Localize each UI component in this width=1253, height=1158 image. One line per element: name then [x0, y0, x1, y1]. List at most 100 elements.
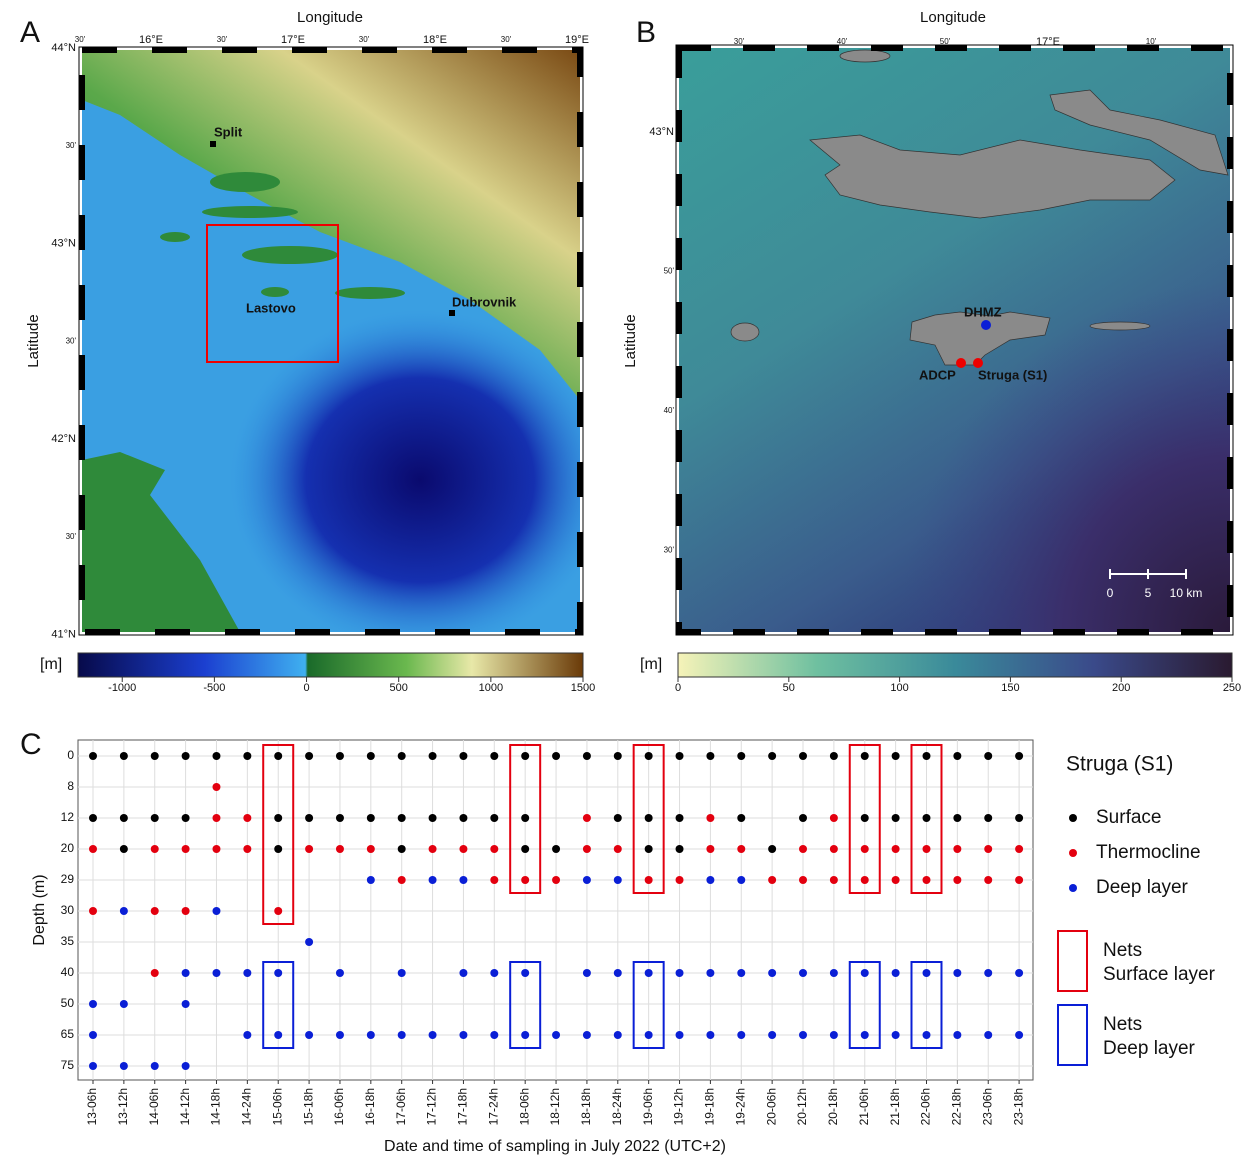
- dot: [768, 876, 777, 884]
- map-tick-label: 19°E: [565, 34, 589, 46]
- dot: [459, 1031, 468, 1039]
- x-tick-label: 18-06h: [517, 1088, 531, 1125]
- dot: [119, 1000, 128, 1008]
- net-box: [910, 744, 943, 894]
- x-tick-label: 16-06h: [332, 1088, 346, 1125]
- x-tick-label: 17-18h: [456, 1088, 470, 1125]
- place-label: DHMZ: [964, 304, 1002, 319]
- map-tick-label: 17°E: [1036, 36, 1060, 48]
- dot: [212, 907, 221, 915]
- dot: [335, 845, 344, 853]
- map-tick-label: 30': [664, 546, 675, 555]
- dot: [613, 752, 622, 760]
- dot: [181, 1000, 190, 1008]
- dot: [799, 1031, 808, 1039]
- dot: [675, 814, 684, 822]
- dot: [335, 752, 344, 760]
- dot: [521, 969, 530, 977]
- dot: [181, 845, 190, 853]
- dot: [860, 752, 869, 760]
- legend-label: Surface layer: [1103, 964, 1216, 985]
- dot: [706, 814, 715, 822]
- axis-label: Latitude: [622, 314, 639, 367]
- dot: [706, 1031, 715, 1039]
- dot: [768, 969, 777, 977]
- colorbar-tick-label: -1000: [108, 682, 136, 694]
- dot: [644, 1031, 653, 1039]
- map-tick-label: 30': [66, 337, 77, 346]
- panel-label: C: [20, 728, 42, 761]
- dot: [366, 752, 375, 760]
- dot: [984, 752, 993, 760]
- dot: [737, 876, 746, 884]
- dot: [922, 814, 931, 822]
- y-tick-label: 0: [67, 748, 74, 762]
- dot: [150, 907, 159, 915]
- dot: [984, 814, 993, 822]
- y-tick-label: 35: [61, 934, 75, 948]
- dot: [490, 814, 499, 822]
- x-tick-label: 15-06h: [270, 1088, 284, 1125]
- place-label: Struga (S1): [978, 367, 1047, 382]
- dot: [119, 814, 128, 822]
- x-tick-label: 17-06h: [394, 1088, 408, 1125]
- dot: [644, 969, 653, 977]
- map-tick-label: 30': [501, 35, 512, 44]
- x-tick-label: 23-06h: [980, 1088, 994, 1125]
- dot: [675, 876, 684, 884]
- dot: [737, 752, 746, 760]
- dot: [1015, 752, 1024, 760]
- x-tick-label: 14-12h: [178, 1088, 192, 1125]
- dot: [582, 1031, 591, 1039]
- y-tick-label: 20: [61, 841, 75, 855]
- dot: [552, 752, 561, 760]
- dot: [397, 845, 406, 853]
- dot: [768, 1031, 777, 1039]
- dot: [613, 1031, 622, 1039]
- colorbar-tick-label: 150: [1001, 682, 1019, 694]
- dot: [891, 814, 900, 822]
- map-frame: [676, 45, 1233, 635]
- x-tick-label: 15-18h: [301, 1088, 315, 1125]
- dot: [613, 845, 622, 853]
- dot: [366, 814, 375, 822]
- colorbar-tick-label: -500: [203, 682, 225, 694]
- dot: [521, 1031, 530, 1039]
- dot: [644, 876, 653, 884]
- net-box: [632, 961, 665, 1049]
- net-box: [262, 961, 295, 1049]
- dot: [582, 969, 591, 977]
- dot: [428, 814, 437, 822]
- dot: [212, 969, 221, 977]
- colorbar-unit: [m]: [40, 656, 62, 673]
- dot: [181, 814, 190, 822]
- dot: [953, 969, 962, 977]
- dot: [459, 845, 468, 853]
- map-tick-label: 43°N: [51, 238, 76, 250]
- dot: [428, 1031, 437, 1039]
- x-tick-label: 14-24h: [240, 1088, 254, 1125]
- dot: [706, 752, 715, 760]
- dot: [335, 1031, 344, 1039]
- colorbar-unit: [m]: [640, 656, 662, 673]
- place-label: Split: [214, 124, 243, 139]
- dot: [706, 969, 715, 977]
- dot: [953, 876, 962, 884]
- y-tick-label: 8: [67, 779, 74, 793]
- dot: [89, 1062, 97, 1070]
- dot: [922, 752, 931, 760]
- dot: [89, 752, 97, 760]
- dot: [181, 969, 190, 977]
- legend-label: Deep layer: [1103, 1038, 1196, 1059]
- axis-label: Longitude: [920, 9, 986, 26]
- dot: [737, 814, 746, 822]
- dot: [552, 876, 561, 884]
- dot: [490, 969, 499, 977]
- legend-marker: [1069, 814, 1077, 822]
- dot: [552, 845, 561, 853]
- x-tick-label: 22-06h: [919, 1088, 933, 1125]
- dot: [274, 907, 283, 915]
- dot: [89, 907, 97, 915]
- x-tick-label: 14-06h: [147, 1088, 161, 1125]
- dot: [675, 969, 684, 977]
